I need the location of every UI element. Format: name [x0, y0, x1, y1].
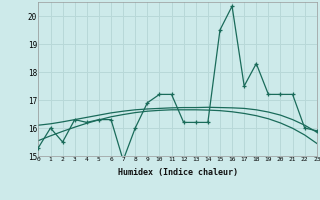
- X-axis label: Humidex (Indice chaleur): Humidex (Indice chaleur): [118, 168, 238, 177]
